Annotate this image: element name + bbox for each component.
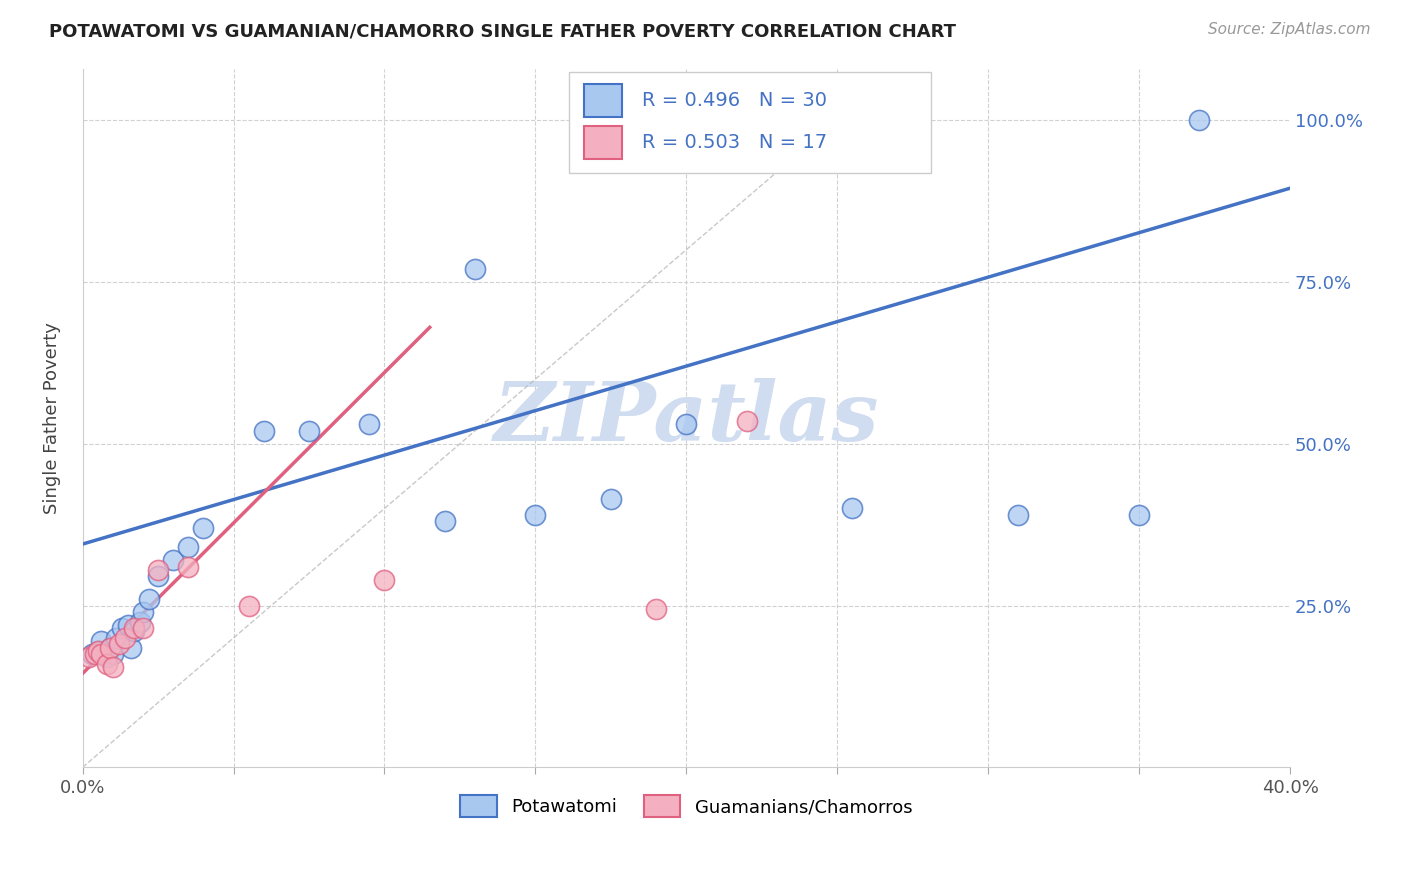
Point (177, 559, 200, 574)
Y-axis label: Single Father Poverty: Single Father Poverty (44, 322, 60, 514)
Point (120, 640, 142, 655)
FancyBboxPatch shape (583, 126, 623, 160)
Point (117, 618, 139, 632)
Point (90, 647, 112, 661)
Point (83, 647, 105, 661)
Point (1188, 113, 1211, 128)
Text: ZIPatlas: ZIPatlas (494, 378, 879, 458)
Point (524, 508, 547, 522)
Point (177, 541, 200, 555)
Text: POTAWATOMI VS GUAMANIAN/CHAMORRO SINGLE FATHER POVERTY CORRELATION CHART: POTAWATOMI VS GUAMANIAN/CHAMORRO SINGLE … (49, 22, 956, 40)
Point (238, 599, 260, 613)
Point (98, 640, 121, 655)
Point (104, 631, 127, 645)
Point (253, 424, 276, 438)
Point (101, 660, 124, 674)
Point (675, 417, 697, 432)
Point (599, 491, 621, 506)
Point (108, 637, 131, 651)
Point (138, 592, 160, 607)
Point (101, 647, 124, 661)
Text: R = 0.496   N = 30: R = 0.496 N = 30 (641, 91, 827, 110)
FancyBboxPatch shape (583, 84, 623, 118)
Point (146, 569, 169, 583)
Point (96, 650, 118, 665)
Point (359, 417, 381, 432)
Point (1007, 508, 1029, 522)
Legend: Potawatomi, Guamanians/Chamorros: Potawatomi, Guamanians/Chamorros (453, 789, 920, 824)
Point (77, 650, 100, 665)
Point (111, 621, 134, 635)
Point (129, 615, 152, 629)
Point (87, 644, 110, 658)
Text: Source: ZipAtlas.com: Source: ZipAtlas.com (1208, 22, 1371, 37)
Point (98, 640, 121, 655)
Point (90, 634, 112, 648)
Point (193, 521, 215, 535)
Point (298, 424, 321, 438)
Point (146, 563, 169, 577)
Point (373, 573, 395, 587)
Point (162, 553, 184, 567)
Point (132, 621, 155, 635)
Point (122, 624, 145, 639)
Point (645, 601, 668, 615)
Point (80, 647, 103, 661)
Point (841, 501, 863, 516)
Point (87, 644, 110, 658)
Text: R = 0.503   N = 17: R = 0.503 N = 17 (641, 133, 827, 153)
Point (1128, 508, 1150, 522)
FancyBboxPatch shape (569, 72, 931, 173)
Point (122, 621, 145, 635)
Point (433, 515, 456, 529)
Point (735, 414, 758, 428)
Point (96, 657, 118, 671)
Point (132, 605, 155, 619)
Point (464, 262, 486, 277)
Point (114, 631, 136, 645)
